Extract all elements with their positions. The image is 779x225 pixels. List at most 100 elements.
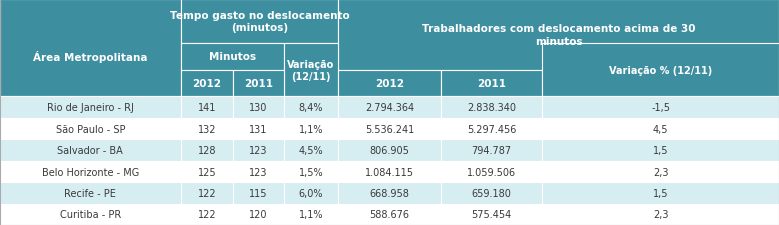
Text: 130: 130 (249, 103, 267, 113)
Text: 122: 122 (198, 209, 216, 220)
Text: Minutos: Minutos (209, 52, 256, 62)
Bar (181, 204, 233, 225)
Text: 1,5: 1,5 (653, 145, 668, 155)
Text: 2,3: 2,3 (653, 167, 668, 177)
Text: Recife - PE: Recife - PE (65, 188, 116, 198)
Text: 2011: 2011 (244, 79, 273, 89)
Bar (0, 182, 181, 204)
Text: 1.084.115: 1.084.115 (365, 167, 414, 177)
Bar (0, 204, 181, 225)
Bar (284, 182, 338, 204)
Bar (233, 161, 284, 182)
Text: 4,5: 4,5 (653, 124, 668, 134)
Bar (542, 161, 779, 182)
Text: 4,5%: 4,5% (298, 145, 323, 155)
Text: 794.787: 794.787 (471, 145, 512, 155)
Bar (441, 182, 542, 204)
Text: Belo Horizonte - MG: Belo Horizonte - MG (42, 167, 139, 177)
Bar (284, 204, 338, 225)
Bar (338, 0, 779, 70)
Bar (542, 140, 779, 161)
Bar (542, 97, 779, 118)
Text: 2011: 2011 (477, 79, 506, 89)
Text: 132: 132 (198, 124, 216, 134)
Bar (338, 161, 441, 182)
Text: 1.059.506: 1.059.506 (467, 167, 516, 177)
Bar (284, 118, 338, 140)
Bar (338, 70, 441, 97)
Bar (233, 140, 284, 161)
Bar (441, 97, 542, 118)
Bar (542, 44, 779, 97)
Text: 120: 120 (249, 209, 267, 220)
Text: Trabalhadores com deslocamento acima de 30
minutos: Trabalhadores com deslocamento acima de … (421, 24, 696, 46)
Bar (441, 204, 542, 225)
Text: Tempo gasto no deslocamento
(minutos): Tempo gasto no deslocamento (minutos) (170, 11, 349, 33)
Bar (441, 140, 542, 161)
Bar (181, 97, 233, 118)
Bar (233, 118, 284, 140)
Bar (284, 140, 338, 161)
Text: 2.838.340: 2.838.340 (467, 103, 516, 113)
Text: 1,1%: 1,1% (298, 209, 323, 220)
Text: 659.180: 659.180 (471, 188, 512, 198)
Bar (181, 70, 233, 97)
Bar (284, 44, 338, 97)
Text: 1,5%: 1,5% (298, 167, 323, 177)
Bar (0, 161, 181, 182)
Bar (542, 182, 779, 204)
Text: 131: 131 (249, 124, 267, 134)
Bar (233, 204, 284, 225)
Bar (181, 182, 233, 204)
Text: 8,4%: 8,4% (298, 103, 323, 113)
Text: -1,5: -1,5 (651, 103, 670, 113)
Text: Área Metropolitana: Área Metropolitana (33, 51, 147, 63)
Bar (441, 161, 542, 182)
Bar (441, 70, 542, 97)
Text: 2.794.364: 2.794.364 (365, 103, 414, 113)
Bar (181, 0, 338, 44)
Bar (0, 97, 181, 118)
Text: 122: 122 (198, 188, 216, 198)
Bar (338, 118, 441, 140)
Text: 668.958: 668.958 (369, 188, 410, 198)
Text: 6,0%: 6,0% (298, 188, 323, 198)
Text: São Paulo - SP: São Paulo - SP (55, 124, 125, 134)
Text: 5.297.456: 5.297.456 (467, 124, 516, 134)
Text: Curitiba - PR: Curitiba - PR (60, 209, 121, 220)
Bar (338, 204, 441, 225)
Bar (542, 118, 779, 140)
Text: Salvador - BA: Salvador - BA (58, 145, 123, 155)
Text: 128: 128 (198, 145, 216, 155)
Bar (181, 140, 233, 161)
Text: 588.676: 588.676 (369, 209, 410, 220)
Bar (233, 70, 284, 97)
Text: Variação % (12/11): Variação % (12/11) (609, 65, 712, 75)
Bar (441, 118, 542, 140)
Text: Variação
(12/11): Variação (12/11) (287, 59, 334, 82)
Bar (338, 140, 441, 161)
Text: 115: 115 (249, 188, 267, 198)
Text: 125: 125 (198, 167, 216, 177)
Bar (233, 182, 284, 204)
Text: 123: 123 (249, 167, 267, 177)
Bar (181, 118, 233, 140)
Text: 806.905: 806.905 (369, 145, 410, 155)
Text: 5.536.241: 5.536.241 (365, 124, 414, 134)
Text: 2,3: 2,3 (653, 209, 668, 220)
Bar (338, 97, 441, 118)
Bar (181, 44, 284, 70)
Bar (338, 182, 441, 204)
Text: 575.454: 575.454 (471, 209, 512, 220)
Text: Rio de Janeiro - RJ: Rio de Janeiro - RJ (47, 103, 134, 113)
Bar (233, 97, 284, 118)
Bar (181, 161, 233, 182)
Bar (0, 118, 181, 140)
Text: 1,1%: 1,1% (298, 124, 323, 134)
Text: 2012: 2012 (375, 79, 404, 89)
Text: 1,5: 1,5 (653, 188, 668, 198)
Bar (284, 97, 338, 118)
Text: 141: 141 (198, 103, 216, 113)
Bar (0, 0, 181, 97)
Text: 2012: 2012 (192, 79, 221, 89)
